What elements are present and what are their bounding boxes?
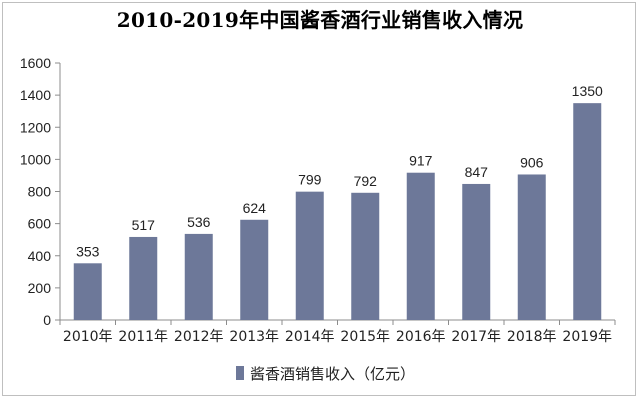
y-tick-label: 1200 <box>20 119 51 135</box>
y-tick-label: 1000 <box>20 151 51 167</box>
x-tick-label: 2015年 <box>340 329 390 345</box>
y-tick-label: 800 <box>28 184 52 200</box>
data-label: 792 <box>354 173 378 189</box>
x-tick-label: 2017年 <box>451 329 501 345</box>
y-tick-label: 1400 <box>20 87 51 103</box>
x-tick-label: 2012年 <box>174 329 224 345</box>
data-label: 536 <box>187 214 211 230</box>
y-tick-label: 600 <box>28 216 52 232</box>
x-tick-label: 2016年 <box>396 329 446 345</box>
x-tick-label: 2014年 <box>285 329 335 345</box>
y-tick-label: 1600 <box>20 55 51 71</box>
bar <box>184 233 213 320</box>
data-label: 624 <box>243 200 267 216</box>
data-label: 517 <box>132 217 156 233</box>
bar <box>462 183 491 320</box>
legend-swatch <box>236 366 244 380</box>
x-tick-label: 2018年 <box>507 329 557 345</box>
chart-title: 2010-2019年中国酱香酒行业销售收入情况 <box>116 8 524 32</box>
data-label: 1350 <box>572 83 603 99</box>
data-label: 847 <box>465 164 489 180</box>
data-label: 917 <box>409 153 433 169</box>
legend: 酱香酒销售收入（亿元） <box>236 362 415 384</box>
x-tick-label: 2011年 <box>118 329 168 345</box>
y-tick-label: 200 <box>28 280 52 296</box>
bar <box>517 174 546 320</box>
bar <box>240 219 269 320</box>
bar <box>351 192 380 320</box>
data-label: 906 <box>520 154 544 170</box>
bar <box>295 191 324 320</box>
bar <box>73 263 102 320</box>
bar <box>573 103 602 320</box>
x-tick-label: 2013年 <box>229 329 279 345</box>
x-tick-label: 2019年 <box>562 329 612 345</box>
bar <box>406 172 435 320</box>
legend-label: 酱香酒销售收入（亿元） <box>250 364 416 383</box>
y-tick-label: 0 <box>43 312 51 328</box>
bar <box>129 236 158 320</box>
y-tick-label: 400 <box>28 248 52 264</box>
data-label: 799 <box>298 172 322 188</box>
data-label: 353 <box>76 243 100 259</box>
x-tick-label: 2010年 <box>63 329 113 345</box>
